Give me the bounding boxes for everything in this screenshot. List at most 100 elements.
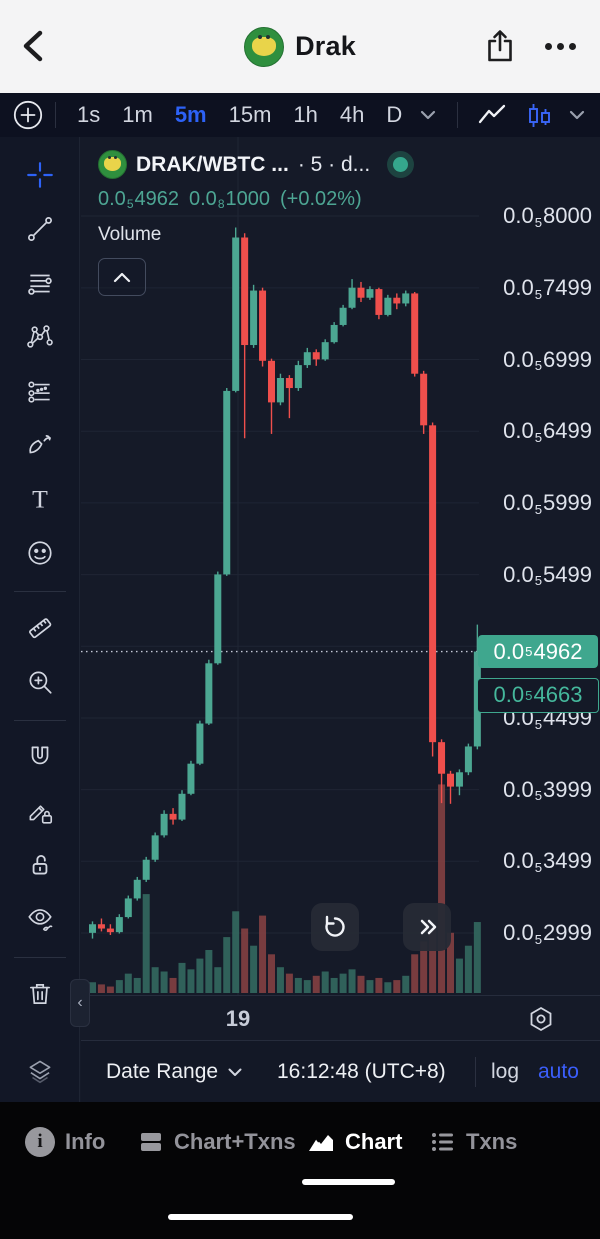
price-tick: 0.055999 [503,489,592,517]
brush-icon [28,435,51,454]
counter-price-badge: 0.0 5 4663 [477,677,599,713]
timeframe-5m[interactable]: 5m [174,102,207,127]
forecast-icon [27,381,50,403]
timeframe-4h[interactable]: 4h [339,102,365,127]
bottom-tab-bar: i Info Chart+Txns Chart Txns [0,1102,600,1239]
timeframe-dropdown[interactable] [413,109,443,121]
measure-ruler-icon [28,618,51,639]
market-status-dot-icon[interactable] [387,151,415,178]
list-icon [432,1133,453,1151]
chart-type-dropdown[interactable] [562,109,592,121]
current-price-badge: 0.0 5 4962 [478,635,598,669]
add-indicator-button[interactable] [11,98,45,132]
home-indicator[interactable] [168,1214,353,1220]
ellipsis-icon [544,42,552,50]
header-title-group: Drak [0,0,600,93]
tool-lock-all[interactable] [18,845,62,885]
drawing-tools-sidebar: T [0,137,80,1102]
svg-text:T: T [32,485,48,514]
emoji-icon [27,541,52,565]
tool-xabcd-pattern[interactable] [18,317,62,357]
reload-chart-button[interactable] [311,903,359,951]
timeframe-1s[interactable]: 1s [77,102,101,127]
price-tick: 0.053499 [503,848,592,875]
chevron-down-icon [228,1068,242,1076]
scroll-to-latest-button[interactable] [403,903,451,951]
pair-symbol[interactable]: DRAK/WBTC ... [136,152,289,176]
info-icon: i [25,1127,55,1157]
log-scale-toggle[interactable]: log [491,1060,520,1083]
pair-secondary-price: 0.081000 [189,188,270,212]
zoom-in-icon [28,671,52,694]
tool-drawing-lock-pencil[interactable] [18,791,62,831]
timeframe-15m[interactable]: 15m [228,102,272,127]
timeframe-1m[interactable]: 1m [122,102,153,127]
tool-measure[interactable] [18,608,62,648]
more-button[interactable] [534,22,586,70]
chart-bottom-toolbar: Date Range 16:12:48 (UTC+8) log auto [81,1040,600,1103]
chart-main-area: T [0,137,600,1103]
tab-txns[interactable]: Txns [430,1120,517,1164]
pair-change: (+0.02%) [280,188,362,210]
chart-pane[interactable]: DRAK/WBTC ... · 5 · d... 0.054962 0.0810… [81,137,600,995]
share-icon [484,28,516,64]
tool-trend-line[interactable] [18,209,62,249]
active-tab-indicator [302,1179,395,1185]
price-tick: 0.056499 [503,418,592,445]
time-axis[interactable]: 19 [81,995,600,1041]
price-axis[interactable]: 0.0 5 4962 0.0 5 4663 0.058000 0.057499 0.0569… [477,137,600,995]
candlestick-chart[interactable] [81,137,600,995]
page-title: Drak [295,31,356,61]
magnet-icon [31,746,48,765]
toolbar-divider [55,102,56,128]
timeframe-1h[interactable]: 1h [293,102,318,127]
share-button[interactable] [476,22,524,70]
tool-hide-drawings[interactable] [18,899,62,939]
tool-remove-drawings[interactable] [18,974,62,1014]
lock-icon [32,854,47,875]
app-header: Drak [0,0,600,93]
volume-collapse-button[interactable] [98,258,146,297]
back-chevron-icon [19,29,49,63]
settings-hexagon-icon [530,1006,552,1032]
tab-info[interactable]: i Info [25,1120,105,1164]
tool-fib-retracement[interactable] [18,263,62,303]
candlestick-icon [529,104,551,127]
line-chart-type-button[interactable] [468,103,516,127]
pencil-lock-icon [29,805,52,824]
candlestick-chart-type-button[interactable] [516,101,562,129]
axis-settings-button[interactable] [526,1004,556,1034]
date-range-button[interactable]: Date Range [106,1041,243,1103]
timeframe-D[interactable]: D [386,102,403,127]
chart-legend: DRAK/WBTC ... · 5 · d... 0.054962 0.0810… [98,150,415,297]
volume-pane-label: Volume [98,224,162,246]
tool-emoji[interactable] [18,533,62,573]
tool-text[interactable]: T [18,479,62,519]
auto-scale-toggle[interactable]: auto [538,1060,579,1083]
chevron-up-icon [113,273,131,283]
tool-zoom-in[interactable] [18,662,62,702]
tool-magnet[interactable] [18,737,62,777]
sidebar-collapse-handle[interactable]: ‹ [70,979,90,1027]
pair-price-row: 0.054962 0.081000 (+0.02%) [98,188,414,211]
tool-forecast[interactable] [18,371,62,411]
pair-token-icon [98,150,127,179]
text-icon: T [32,485,48,514]
timezone-time[interactable]: 16:12:48 (UTC+8) [277,1060,446,1083]
layers-icon [29,1060,50,1084]
token-avatar [244,26,285,67]
tab-chart[interactable]: Chart [307,1120,402,1164]
tab-chart-txns[interactable]: Chart+Txns [138,1120,296,1164]
xabcd-pattern-icon [26,325,53,348]
price-tick: 0.058000 [503,203,592,230]
trend-line-icon [27,216,52,242]
trash-icon [29,984,50,1004]
tool-crosshair[interactable] [18,155,62,195]
tool-object-tree[interactable] [18,1050,62,1090]
price-tick: 0.056999 [503,346,592,374]
tool-brush[interactable] [18,425,62,465]
timeframe-toolbar: 1s 1m 5m 15m 1h 4h D [0,93,600,137]
pair-interval-meta: · 5 · d... [297,152,371,176]
chart-content: DRAK/WBTC ... · 5 · d... 0.054962 0.0810… [81,137,600,1103]
back-button[interactable] [10,22,58,70]
